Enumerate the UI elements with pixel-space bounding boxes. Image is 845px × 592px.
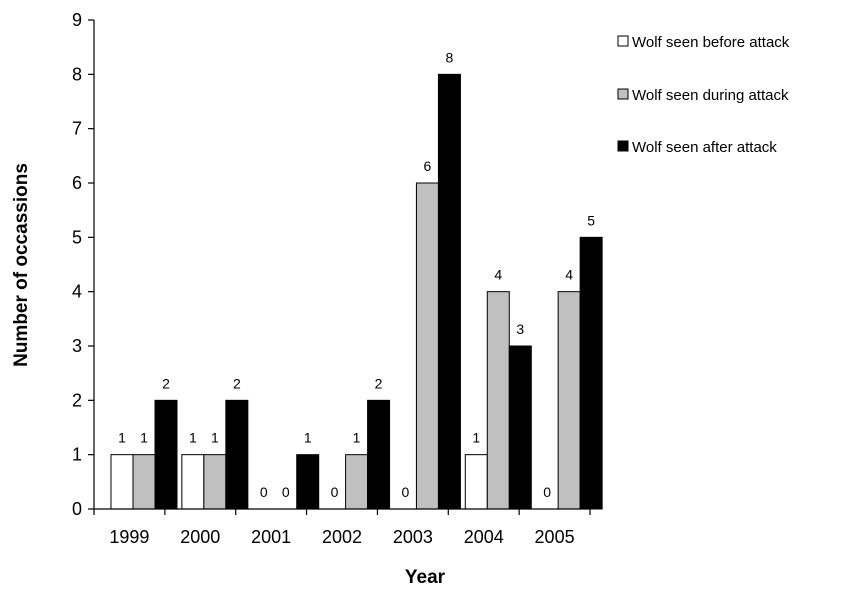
bar-before-1999: [110, 454, 134, 510]
y-ticks-layer: 0 1 2 3 4 5 6 7 8 9: [72, 10, 94, 519]
data-label-during-2002: 1: [353, 430, 361, 446]
data-label-before-2002: 0: [331, 484, 339, 500]
y-tick-label: 6: [72, 173, 82, 193]
data-label-before-1999: 1: [118, 430, 126, 446]
data-label-during-2005: 4: [565, 267, 573, 283]
bar-during-2002: [345, 454, 369, 510]
x-tick-label-2001: 2001: [251, 527, 291, 547]
data-label-during-2000: 1: [211, 430, 219, 446]
y-tick-label: 3: [72, 336, 82, 356]
data-label-after-2005: 5: [587, 212, 595, 228]
bar-after-2003: [437, 73, 461, 510]
data-label-after-2002: 2: [375, 375, 383, 391]
data-label-during-2003: 6: [424, 158, 432, 174]
data-label-after-2004: 3: [516, 321, 524, 337]
y-tick-label: 4: [72, 282, 82, 302]
data-label-before-2003: 0: [402, 484, 410, 500]
data-label-before-2004: 1: [472, 430, 480, 446]
y-tick-label: 1: [72, 445, 82, 465]
legend-label-after: Wolf seen after attack: [632, 139, 777, 156]
x-tick-label-2004: 2004: [464, 527, 504, 547]
y-axis-title: Number of occassions: [11, 163, 32, 367]
legend-swatch-after: [617, 140, 629, 152]
y-tick-label: 0: [72, 499, 82, 519]
x-tick-label-2003: 2003: [393, 527, 433, 547]
y-tick-label: 2: [72, 390, 82, 410]
bar-after-2001: [296, 454, 320, 510]
x-tick-label-2000: 2000: [180, 527, 220, 547]
data-label-before-2001: 0: [260, 484, 268, 500]
data-label-after-2001: 1: [304, 430, 312, 446]
bar-before-2004: [464, 454, 488, 510]
legend-item-during: Wolf seen during attack: [617, 87, 789, 104]
bar-after-2000: [225, 399, 249, 510]
y-tick-label: 7: [72, 119, 82, 139]
bar-during-1999: [132, 454, 156, 510]
legend-item-before: Wolf seen before attack: [617, 34, 790, 51]
y-tick-label: 8: [72, 64, 82, 84]
data-label-during-2001: 0: [282, 484, 290, 500]
data-label-after-1999: 2: [162, 375, 170, 391]
data-label-before-2000: 1: [189, 430, 197, 446]
x-tick-label-2005: 2005: [535, 527, 575, 547]
data-label-after-2000: 2: [233, 375, 241, 391]
legend-item-after: Wolf seen after attack: [617, 139, 777, 156]
legend: Wolf seen before attack Wolf seen during…: [617, 34, 790, 156]
y-tick-label: 9: [72, 10, 82, 30]
legend-swatch-before: [617, 35, 629, 47]
x-tick-label-2002: 2002: [322, 527, 362, 547]
y-tick-label: 5: [72, 227, 82, 247]
x-tick-label-1999: 1999: [109, 527, 149, 547]
data-label-during-2004: 4: [494, 267, 502, 283]
bar-before-2000: [181, 454, 205, 510]
legend-label-before: Wolf seen before attack: [632, 34, 790, 51]
data-label-during-1999: 1: [140, 430, 148, 446]
x-axis-title: Year: [405, 567, 446, 588]
bar-during-2003: [415, 182, 439, 510]
bar-during-2000: [203, 454, 227, 510]
bar-during-2004: [486, 291, 510, 510]
bar-after-2005: [579, 236, 603, 510]
bar-after-2002: [367, 399, 391, 510]
legend-swatch-during: [617, 88, 629, 100]
data-label-after-2003: 8: [446, 49, 454, 65]
bar-after-2004: [508, 345, 532, 510]
bar-during-2005: [557, 291, 581, 510]
bar-after-1999: [154, 399, 178, 510]
x-ticks-layer: 1999 2000 2001 2002 2003 2004 2005: [93, 509, 591, 547]
legend-label-during: Wolf seen during attack: [632, 87, 789, 104]
data-label-before-2005: 0: [543, 484, 551, 500]
